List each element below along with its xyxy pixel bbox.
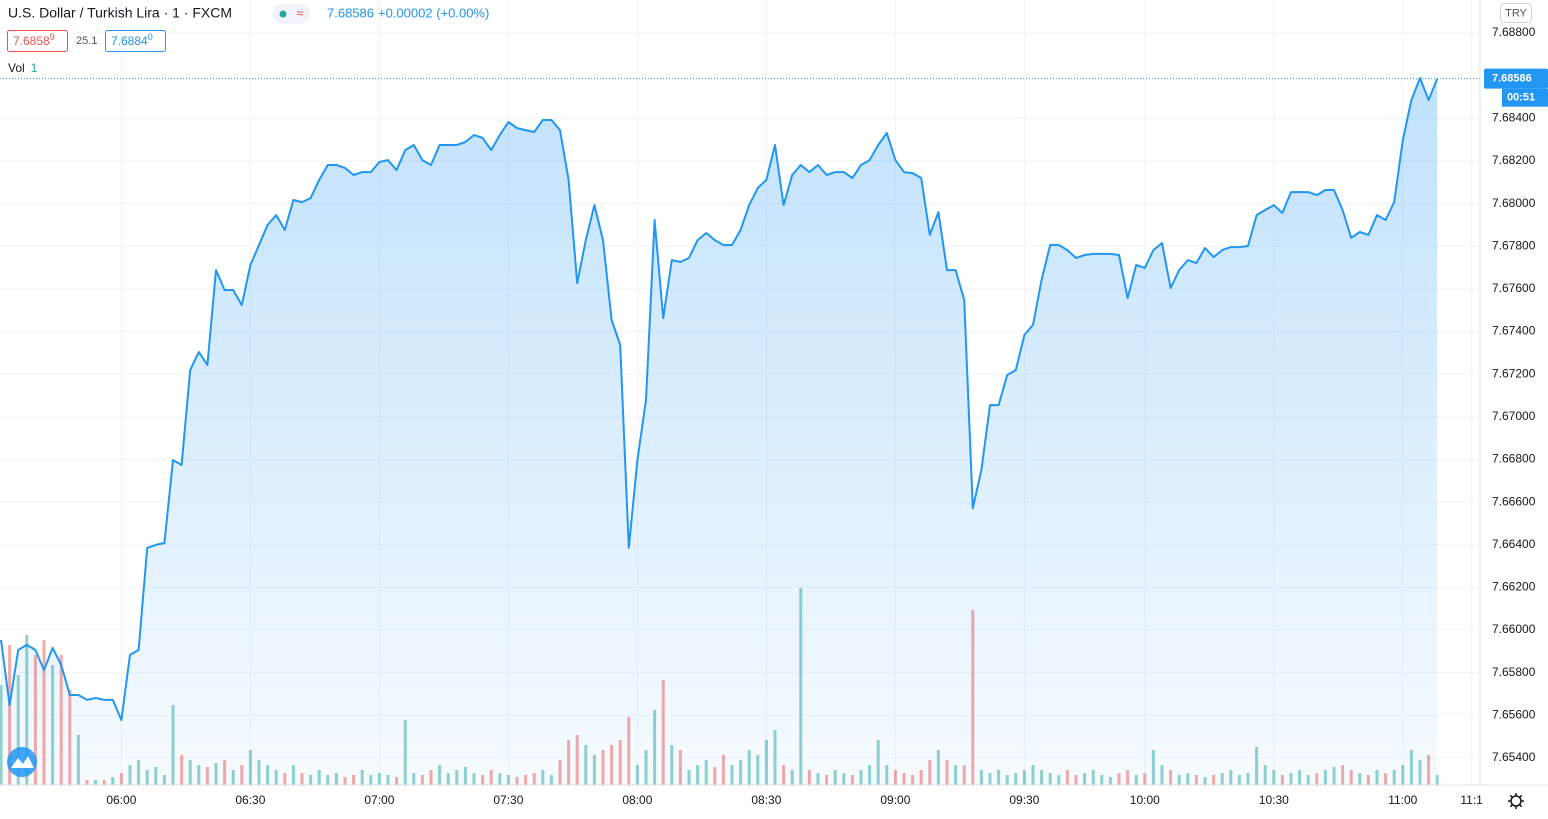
y-tick-label: 7.68000 xyxy=(1492,196,1536,210)
symbol-title: U.S. Dollar / Turkish Lira · 1 · FXCM xyxy=(8,5,232,21)
time-axis-bg xyxy=(0,785,1548,819)
x-tick-label: 10:00 xyxy=(1130,793,1160,807)
y-tick-label: 7.65800 xyxy=(1492,665,1536,679)
delay-icon: ≈ xyxy=(296,5,303,20)
volume-name: Vol xyxy=(8,61,25,75)
y-tick-label: 7.66600 xyxy=(1492,494,1536,508)
y-tick-label: 7.68400 xyxy=(1492,110,1536,124)
ask-main: 7.6884 xyxy=(111,34,148,48)
currency-button[interactable] xyxy=(1500,3,1532,23)
y-tick-label: 7.65400 xyxy=(1492,750,1536,764)
status-pill[interactable] xyxy=(272,4,310,24)
x-tick-label: 06:30 xyxy=(235,793,265,807)
countdown: 00:51 xyxy=(1507,92,1535,104)
last-price-tag xyxy=(1484,68,1548,89)
x-tick-label: 11:00 xyxy=(1388,793,1417,807)
ask-box[interactable] xyxy=(105,30,166,52)
x-tick-label: 08:00 xyxy=(622,793,652,807)
y-tick-label: 7.67600 xyxy=(1492,281,1536,295)
y-tick-label: 7.66400 xyxy=(1492,537,1536,551)
settings-teeth xyxy=(1508,793,1524,809)
y-tick-label: 7.68200 xyxy=(1492,153,1536,167)
ask: 7.68840 xyxy=(111,32,153,48)
y-tick-label: 7.66000 xyxy=(1492,622,1536,636)
ask-pip: 0 xyxy=(148,32,153,42)
y-tick-label: 7.67000 xyxy=(1492,409,1536,423)
y-tick-label: 7.67800 xyxy=(1492,238,1536,252)
x-tick-label: 07:30 xyxy=(493,793,523,807)
logo[interactable] xyxy=(7,747,37,777)
y-tick-label: 7.68800 xyxy=(1492,25,1536,39)
bid: 7.68589 xyxy=(13,32,55,48)
x-tick-label: 08:30 xyxy=(751,793,781,807)
y-tick-label: 7.66800 xyxy=(1492,452,1536,466)
x-tick-label: 10:30 xyxy=(1259,793,1289,807)
bid-pip: 9 xyxy=(50,32,55,42)
x-tick-label: 06:00 xyxy=(106,793,136,807)
countdown-tag xyxy=(1502,88,1548,107)
market-open-dot xyxy=(279,10,287,18)
x-tick-label: 11:1 xyxy=(1460,793,1483,807)
x-tick-label: 09:00 xyxy=(880,793,910,807)
y-tick-label: 7.67200 xyxy=(1492,366,1536,380)
volume-length: 1 xyxy=(31,61,38,75)
currency: TRY xyxy=(1505,7,1527,19)
price-area xyxy=(1,78,1438,785)
price-axis-bg xyxy=(1480,0,1548,819)
last-price: 7.68586 xyxy=(327,5,374,20)
volume-legend: Vol 1 xyxy=(8,61,38,75)
x-tick-label: 09:30 xyxy=(1009,793,1039,807)
price-line xyxy=(0,77,1439,721)
last-price-label: 7.68586 xyxy=(1492,73,1532,85)
logo-glyph xyxy=(11,756,34,768)
y-tick-label: 7.67400 xyxy=(1492,324,1536,338)
bid-box[interactable] xyxy=(7,30,68,52)
x-tick-label: 07:00 xyxy=(364,793,394,807)
axes: 7.68800 7.68400 7.68200 7.68000 7.67800 7.676… xyxy=(106,25,1548,807)
price-pane xyxy=(0,77,1480,785)
spread: 25.1 xyxy=(76,35,97,47)
y-tick-label: 7.65600 xyxy=(1492,707,1536,721)
bid-main: 7.6858 xyxy=(13,34,50,48)
y-tick-label: 7.66200 xyxy=(1492,580,1536,594)
price-change: +0.00002 (+0.00%) xyxy=(378,5,489,20)
